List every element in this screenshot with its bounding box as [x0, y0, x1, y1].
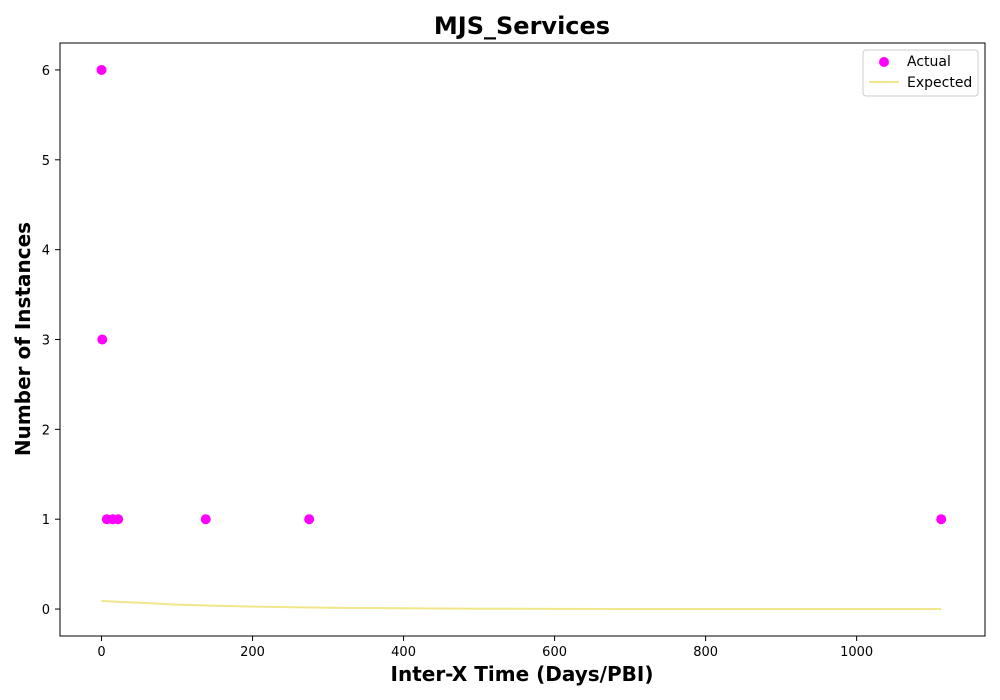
actual-point [304, 514, 315, 525]
y-tick-label: 5 [42, 154, 50, 169]
x-axis-title: Inter-X Time (Days/PBI) [391, 662, 654, 686]
legend-box [862, 49, 979, 97]
actual-point [113, 514, 124, 525]
x-tick-label: 400 [391, 645, 416, 660]
x-tick-label: 800 [693, 645, 718, 660]
actual-point [97, 334, 108, 345]
legend-label-actual: Actual [907, 54, 951, 70]
actual-point [936, 514, 947, 525]
x-tick-label: 0 [97, 645, 105, 660]
chart-title: MJS_Services [434, 12, 610, 40]
y-tick-label: 1 [42, 513, 50, 528]
legend-label-expected: Expected [907, 75, 972, 91]
legend: Actual Expected [862, 49, 979, 97]
series-layer [96, 64, 947, 610]
y-tick-label: 2 [42, 423, 50, 438]
expected-line [101, 600, 942, 610]
x-axis: 0 200 400 600 800 1000 [97, 636, 873, 660]
y-tick-label: 4 [42, 244, 50, 259]
y-tick-label: 0 [42, 603, 50, 618]
x-tick-label: 600 [542, 645, 567, 660]
y-axis: 0 1 2 3 4 5 6 [42, 64, 60, 618]
x-tick-label: 200 [240, 645, 265, 660]
x-tick-label: 1000 [840, 645, 873, 660]
y-tick-label: 6 [42, 64, 50, 79]
actual-point [200, 514, 211, 525]
legend-marker-actual [879, 57, 889, 67]
actual-point [96, 64, 107, 75]
y-axis-title: Number of Instances [11, 222, 35, 456]
plot-frame [59, 42, 986, 637]
y-tick-label: 3 [42, 334, 50, 349]
